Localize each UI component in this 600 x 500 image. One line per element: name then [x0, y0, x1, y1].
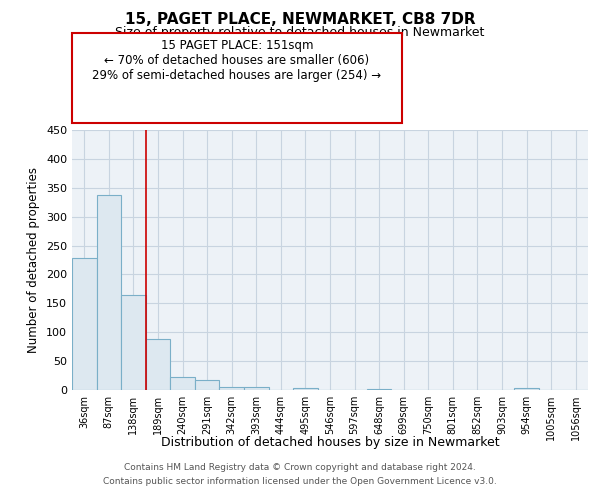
- Bar: [220, 386, 244, 390]
- Bar: [514, 388, 539, 390]
- Bar: [170, 376, 195, 390]
- Bar: [97, 194, 121, 390]
- Text: Size of property relative to detached houses in Newmarket: Size of property relative to detached ho…: [115, 26, 485, 39]
- Text: ← 70% of detached houses are smaller (606): ← 70% of detached houses are smaller (60…: [104, 54, 370, 67]
- Bar: [121, 294, 146, 390]
- Bar: [293, 388, 318, 390]
- Bar: [367, 389, 391, 390]
- Text: Contains public sector information licensed under the Open Government Licence v3: Contains public sector information licen…: [103, 477, 497, 486]
- Text: Contains HM Land Registry data © Crown copyright and database right 2024.: Contains HM Land Registry data © Crown c…: [124, 464, 476, 472]
- Text: 15 PAGET PLACE: 151sqm: 15 PAGET PLACE: 151sqm: [161, 39, 313, 52]
- Bar: [146, 338, 170, 390]
- Bar: [195, 380, 220, 390]
- Text: 29% of semi-detached houses are larger (254) →: 29% of semi-detached houses are larger (…: [92, 69, 382, 82]
- Text: 15, PAGET PLACE, NEWMARKET, CB8 7DR: 15, PAGET PLACE, NEWMARKET, CB8 7DR: [125, 12, 475, 28]
- Bar: [244, 387, 269, 390]
- Y-axis label: Number of detached properties: Number of detached properties: [28, 167, 40, 353]
- Bar: [72, 258, 97, 390]
- Text: Distribution of detached houses by size in Newmarket: Distribution of detached houses by size …: [161, 436, 499, 449]
